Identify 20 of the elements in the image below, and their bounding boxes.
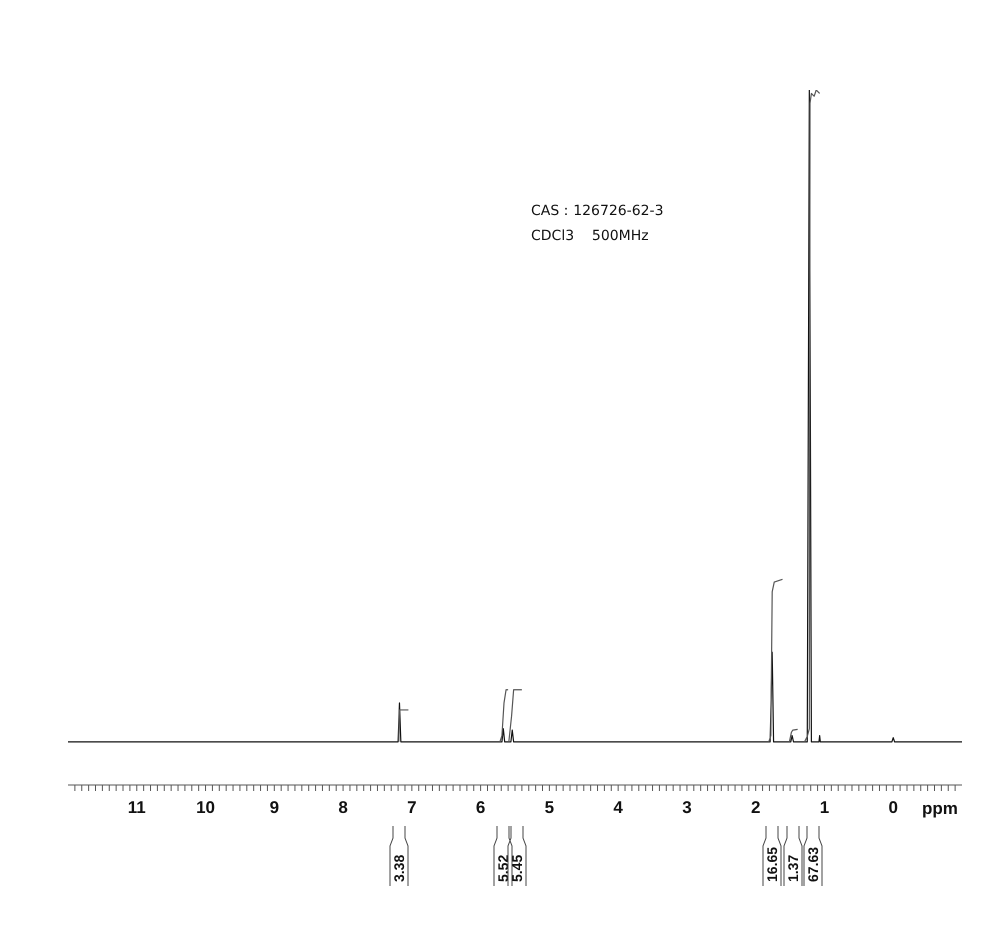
annotation: CAS：126726-62-3 [531,202,664,220]
x-tick-label: 4 [613,798,624,818]
x-tick-label: 1 [820,798,830,818]
x-tick-label: 8 [338,798,348,818]
text: 5.45 [509,854,525,882]
text: 16.65 [764,846,780,882]
text: 1.37 [785,854,801,882]
x-tick-label: 11 [128,798,146,818]
text: 3.38 [391,854,407,882]
x-tick-label: 3 [682,798,692,818]
annotation: CDCl3 500MHz [531,228,649,244]
x-tick-label: 9 [270,798,280,818]
x-tick-label: 10 [196,798,215,818]
x-tick-label: 0 [888,798,898,818]
x-tick-label: 5 [544,798,554,818]
x-axis-title: ppm [922,799,958,819]
x-tick-label: 7 [407,798,417,818]
text: 67.63 [805,846,821,882]
x-tick-label: 6 [476,798,486,818]
x-tick-label: 2 [750,798,760,818]
